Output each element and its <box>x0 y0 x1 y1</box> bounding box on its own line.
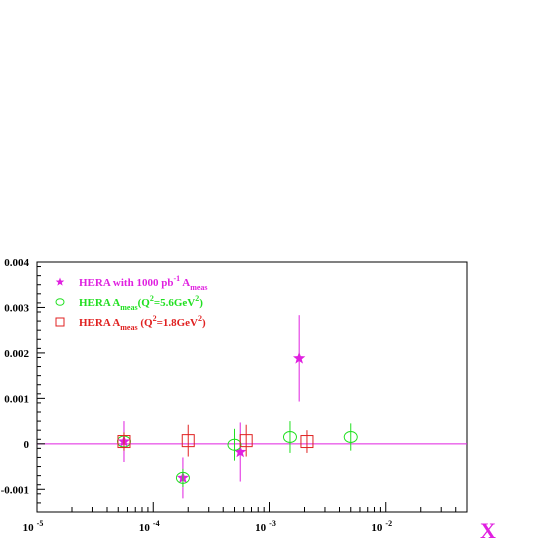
y-axis: 0.004 0.003 0.002 0.001 0 -0.001 <box>1 257 45 513</box>
square-marker <box>181 434 195 448</box>
square-marker <box>300 435 314 449</box>
x-axis-label: X <box>480 518 496 543</box>
square-marker <box>239 434 253 448</box>
circle-marker <box>227 438 242 451</box>
series-square <box>117 424 314 457</box>
star-marker <box>55 277 65 286</box>
circle-marker <box>55 298 65 306</box>
square-marker <box>55 317 65 327</box>
data-points <box>116 315 358 499</box>
x-tick-label: 10 -5 <box>23 519 44 534</box>
x-tick-label: 10 -3 <box>255 519 276 534</box>
series-star <box>117 315 306 499</box>
y-tick-label: 0.001 <box>4 393 29 405</box>
star-marker <box>234 445 247 458</box>
plot-frame <box>36 261 468 513</box>
x-tick-label: 10 -2 <box>371 519 392 534</box>
circle-marker <box>343 431 358 443</box>
legend-label: HERA Ameas (Q2=1.8GeV2) <box>79 314 206 332</box>
square-marker <box>117 435 131 449</box>
star-marker <box>292 351 306 364</box>
y-tick-label: 0.004 <box>4 257 29 269</box>
y-tick-label: 0.002 <box>4 348 29 360</box>
circle-marker <box>282 431 297 443</box>
legend: HERA with 1000 pb-1 Ameas HERA Ameas(Q2=5… <box>55 274 208 332</box>
y-tick-label: 0 <box>24 439 30 451</box>
y-tick-label: 0.003 <box>4 302 29 314</box>
y-tick-label: -0.001 <box>1 484 29 496</box>
legend-label: HERA with 1000 pb-1 Ameas <box>79 274 208 292</box>
x-axis: 10 -5 10 -4 10 -3 10 -2 <box>23 502 468 534</box>
legend-label: HERA Ameas(Q2=5.6GeV2) <box>79 294 203 312</box>
x-tick-label: 10 -4 <box>139 519 160 534</box>
circle-marker <box>175 471 190 484</box>
